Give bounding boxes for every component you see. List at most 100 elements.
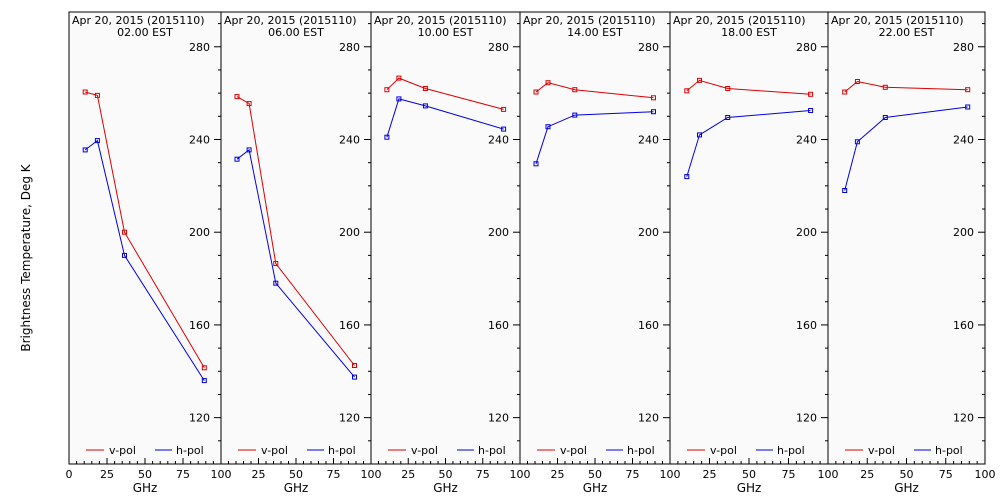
x-tick-label: 50 — [138, 468, 152, 481]
h-pol-point — [725, 115, 731, 120]
h-pol-point — [122, 252, 127, 258]
h-pol-point — [882, 115, 888, 120]
h-pol-point — [246, 147, 252, 153]
v-pol-point — [246, 101, 252, 107]
panel-2: Apr 20, 2015 (2015110)06.00 EST 120 160 200… — [211, 11, 372, 495]
h-pol-point — [545, 124, 551, 130]
y-tick-label: 280 — [796, 41, 817, 54]
y-tick-label: 280 — [189, 41, 210, 54]
x-tick-label: 100 — [211, 468, 232, 481]
x-tick-label: 75 — [176, 468, 190, 481]
y-tick-label: 240 — [488, 133, 509, 146]
v-pol-point — [94, 92, 100, 98]
y-tick-label: 280 — [638, 41, 659, 54]
x-tick-label: 75 — [327, 468, 341, 481]
y-tick-label: 160 — [638, 319, 659, 332]
y-tick-label: 120 — [953, 412, 974, 425]
legend-v-pol-label: v-pol — [560, 444, 587, 457]
x-tick-label: 50 — [900, 468, 914, 481]
panel-title: Apr 20, 2015 (2015110) — [72, 14, 205, 27]
panel-frame — [827, 11, 986, 465]
x-axis-label: GHz — [433, 481, 458, 495]
h-pol-point — [501, 126, 507, 132]
panel-time: 10.00 EST — [418, 26, 474, 39]
y-tick-label: 160 — [339, 319, 360, 332]
panel-frame — [370, 11, 521, 465]
h-pol-line — [535, 111, 654, 164]
v-pol-point — [882, 84, 888, 90]
h-pol-point — [651, 109, 656, 115]
panel-title: Apr 20, 2015 (2015110) — [224, 14, 357, 27]
v-pol-point — [545, 80, 551, 86]
h-pol-point — [82, 147, 88, 153]
v-pol-line — [844, 80, 968, 93]
v-pol-point — [725, 86, 731, 91]
v-pol-point — [201, 365, 207, 371]
x-tick-label: 0 — [66, 468, 73, 481]
panel-title: Apr 20, 2015 (2015110) — [673, 14, 806, 27]
x-tick-label: 50 — [289, 468, 303, 481]
v-pol-point — [122, 229, 127, 235]
h-pol-point — [842, 188, 848, 193]
x-tick-label: 100 — [818, 468, 839, 481]
panel-1: Apr 20, 2015 (2015110)02.00 EST 120 160 200… — [66, 11, 222, 495]
legend-h-pol-label: h-pol — [627, 444, 655, 457]
v-pol-point — [82, 89, 88, 95]
panel-title: Apr 20, 2015 (2015110) — [374, 14, 507, 27]
h-pol-line — [686, 110, 811, 177]
y-tick-label: 280 — [488, 41, 509, 54]
y-tick-label: 240 — [953, 133, 974, 146]
h-pol-point — [684, 174, 690, 180]
y-tick-label: 120 — [796, 412, 817, 425]
panel-time: 02.00 EST — [117, 26, 173, 39]
v-pol-point — [572, 87, 578, 93]
h-pol-line — [84, 139, 205, 381]
panel-time: 22.00 EST — [879, 26, 935, 39]
legend-h-pol-label: h-pol — [935, 444, 963, 457]
h-pol-point — [572, 112, 578, 118]
h-pol-point — [854, 139, 860, 145]
v-pol-point — [965, 87, 971, 93]
legend-v-pol-label: v-pol — [109, 444, 136, 457]
v-pol-point — [501, 106, 507, 112]
x-tick-label: 25 — [252, 468, 266, 481]
x-tick-label: 50 — [439, 468, 453, 481]
panel-time: 06.00 EST — [268, 26, 324, 39]
x-tick-label: 100 — [510, 468, 531, 481]
x-tick-label: 50 — [588, 468, 602, 481]
panel-frame — [519, 11, 671, 465]
y-tick-label: 160 — [488, 319, 509, 332]
v-pol-line — [535, 82, 654, 99]
x-tick-label: 25 — [703, 468, 717, 481]
panel-frame — [669, 11, 829, 465]
h-pol-point — [273, 280, 279, 286]
y-tick-label: 120 — [488, 412, 509, 425]
x-axis-label: GHz — [284, 481, 309, 495]
panel-6: Apr 20, 2015 (2015110)22.00 EST 120 160 200… — [818, 11, 996, 495]
y-tick-label: 200 — [189, 226, 210, 239]
legend-v-pol-label: v-pol — [868, 444, 895, 457]
panel-frame — [68, 11, 222, 465]
v-pol-point — [697, 77, 702, 83]
x-tick-label: 25 — [551, 468, 565, 481]
y-tick-label: 240 — [638, 133, 659, 146]
h-pol-point — [422, 103, 428, 109]
x-tick-label: 25 — [860, 468, 874, 481]
x-tick-label: 100 — [975, 468, 996, 481]
legend-v-pol-label: v-pol — [710, 444, 737, 457]
v-pol-point — [684, 88, 690, 94]
h-pol-point — [697, 132, 702, 138]
y-tick-label: 240 — [189, 133, 210, 146]
y-axis-label: Brightness Temperature, Deg K — [19, 163, 33, 351]
v-pol-point — [854, 79, 860, 84]
v-pol-point — [808, 91, 814, 97]
y-tick-label: 240 — [339, 133, 360, 146]
v-pol-line — [686, 79, 811, 95]
legend-h-pol-label: h-pol — [478, 444, 506, 457]
panel-title: Apr 20, 2015 (2015110) — [831, 14, 964, 27]
h-pol-point — [396, 96, 402, 102]
h-pol-point — [384, 134, 390, 140]
y-tick-label: 160 — [189, 319, 210, 332]
y-tick-label: 240 — [796, 133, 817, 146]
v-pol-point — [651, 95, 656, 101]
